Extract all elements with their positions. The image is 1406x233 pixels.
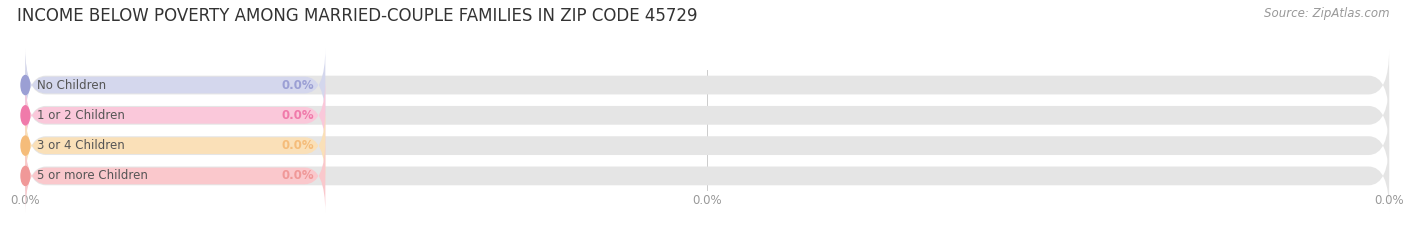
Text: 0.0%: 0.0% <box>281 79 315 92</box>
FancyBboxPatch shape <box>25 79 1389 151</box>
Text: No Children: No Children <box>37 79 105 92</box>
Circle shape <box>21 166 30 185</box>
Text: 0.0%: 0.0% <box>281 139 315 152</box>
FancyBboxPatch shape <box>25 48 325 122</box>
FancyBboxPatch shape <box>25 110 1389 182</box>
Circle shape <box>21 136 30 155</box>
Text: 0.0%: 0.0% <box>281 169 315 182</box>
Circle shape <box>21 75 30 95</box>
Circle shape <box>21 106 30 125</box>
Text: Source: ZipAtlas.com: Source: ZipAtlas.com <box>1264 7 1389 20</box>
FancyBboxPatch shape <box>25 140 1389 212</box>
Text: 5 or more Children: 5 or more Children <box>37 169 148 182</box>
FancyBboxPatch shape <box>25 139 325 213</box>
FancyBboxPatch shape <box>25 49 1389 121</box>
FancyBboxPatch shape <box>25 78 325 152</box>
Text: 3 or 4 Children: 3 or 4 Children <box>37 139 124 152</box>
FancyBboxPatch shape <box>25 109 325 183</box>
Text: INCOME BELOW POVERTY AMONG MARRIED-COUPLE FAMILIES IN ZIP CODE 45729: INCOME BELOW POVERTY AMONG MARRIED-COUPL… <box>17 7 697 25</box>
Text: 0.0%: 0.0% <box>281 109 315 122</box>
Text: 1 or 2 Children: 1 or 2 Children <box>37 109 125 122</box>
